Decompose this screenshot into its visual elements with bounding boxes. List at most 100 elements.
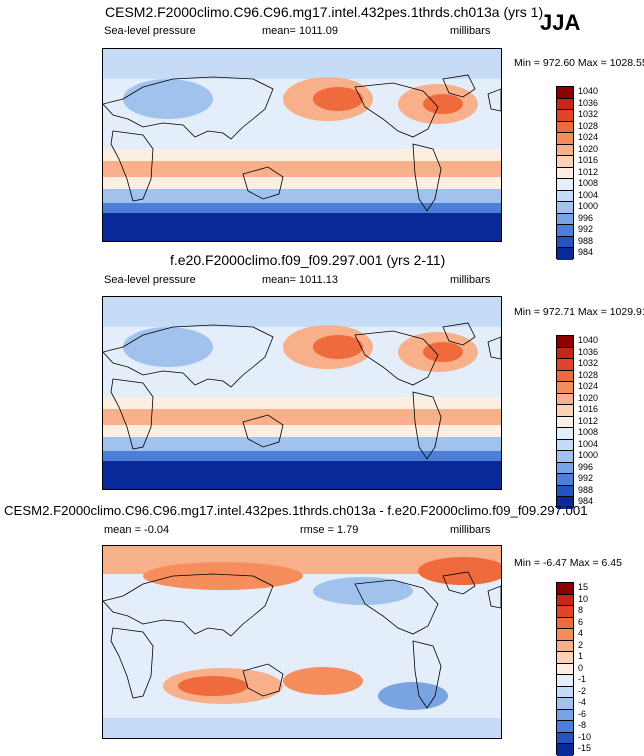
colorbar-cell — [557, 462, 573, 474]
colorbar-cell — [557, 451, 573, 463]
panel1-title: CESM2.F2000climo.C96.C96.mg17.intel.432p… — [105, 4, 544, 20]
panel3-units-label: millibars — [450, 524, 491, 536]
colorbar-tick-label: 996 — [578, 461, 594, 472]
colorbar-cell — [557, 382, 573, 394]
eurasia-positive — [143, 562, 303, 590]
southern-gradient-1 — [103, 437, 501, 451]
colorbar-tick-label: 1032 — [578, 358, 599, 368]
colorbar-cell — [557, 606, 573, 618]
colorbar-tick-label: 1032 — [578, 109, 599, 119]
coastline — [103, 324, 274, 388]
coastline — [487, 336, 501, 360]
colorbar-tick-label: 1024 — [578, 132, 599, 142]
colorbar-tick-label: 992 — [578, 224, 594, 234]
colorbar-cell — [557, 393, 573, 405]
colorbar-tick-label: 988 — [578, 484, 594, 495]
colorbar-cell — [557, 98, 573, 110]
subtropical-high-band — [103, 161, 501, 177]
colorbar-cell — [557, 110, 573, 122]
colorbar-tick-label: -6 — [578, 708, 587, 719]
colorbar-tick-label: 1020 — [578, 143, 599, 154]
colorbar-tick-label: 984 — [578, 247, 594, 257]
colorbar-cell — [557, 213, 573, 225]
north-atlantic-positive — [418, 557, 501, 585]
colorbar-tick-label: 1012 — [578, 166, 599, 177]
colorbar-tick-label: 1008 — [578, 427, 599, 437]
colorbar-tick-label: 996 — [578, 212, 594, 223]
panel2-mean-label: mean= 1011.13 — [262, 274, 338, 286]
panel1-mean-label: mean= 1011.09 — [262, 25, 338, 37]
colorbar-cell — [557, 87, 573, 99]
colorbar-tick-label: 1016 — [578, 404, 599, 414]
colorbar-cell — [557, 698, 573, 710]
colorbar-tick-label: 988 — [578, 235, 594, 246]
panel2-minmax: Min = 972.71 Max = 1029.91 — [514, 306, 644, 318]
colorbar-cell — [557, 370, 573, 382]
panel3-minmax: Min = -6.47 Max = 6.45 — [514, 557, 622, 569]
panel3-map-field — [103, 546, 501, 738]
colorbar-cell — [557, 225, 573, 237]
colorbar-tick-label: -2 — [578, 685, 587, 696]
panel2-units-label: millibars — [450, 274, 491, 286]
colorbar-tick-label: 1004 — [578, 189, 599, 200]
panel1-map-field — [103, 49, 501, 241]
coastline — [354, 579, 439, 635]
antarctic-band — [103, 718, 501, 738]
coastline — [110, 130, 154, 202]
colorbar-cell — [557, 617, 573, 629]
colorbar-cell — [557, 709, 573, 721]
panel3-rmse-label: rmse = 1.79 — [300, 524, 359, 536]
azores-high-core — [423, 342, 463, 362]
colorbar-tick-label: 1040 — [578, 86, 599, 96]
panel1-colorbar — [556, 86, 574, 260]
panel2-title: f.e20.F2000climo.f09_f09.297.001 (yrs 2-… — [170, 252, 446, 268]
south-atlantic-negative — [378, 682, 448, 710]
arctic-band — [103, 297, 501, 327]
colorbar-tick-label: 15 — [578, 582, 589, 592]
panel1-variable-label: Sea-level pressure — [104, 25, 196, 37]
colorbar-tick-label: 1016 — [578, 155, 599, 165]
colorbar-cell — [557, 133, 573, 145]
southern-ocean-low — [103, 461, 501, 489]
coastline — [110, 378, 154, 450]
panel2-variable-label: Sea-level pressure — [104, 274, 196, 286]
coastline — [487, 585, 501, 609]
coastline — [442, 74, 476, 98]
panel2-map — [102, 296, 502, 490]
colorbar-cell — [557, 144, 573, 156]
colorbar-tick-label: 1028 — [578, 369, 599, 380]
colorbar-cell — [557, 732, 573, 744]
colorbar-cell — [557, 156, 573, 168]
coastline — [103, 573, 274, 637]
colorbar-tick-label: 992 — [578, 473, 594, 483]
colorbar-cell — [557, 663, 573, 675]
coastline — [354, 330, 439, 386]
colorbar-tick-label: -8 — [578, 720, 587, 730]
colorbar-cell — [557, 428, 573, 440]
south-indian-positive-core — [178, 676, 248, 696]
panel3-title: CESM2.F2000climo.C96.C96.mg17.intel.432p… — [4, 503, 588, 518]
colorbar-cell — [557, 640, 573, 652]
north-pacific-high-core — [313, 335, 363, 359]
panel1-minmax: Min = 972.60 Max = 1028.55 — [514, 57, 644, 69]
colorbar-tick-label: 1040 — [578, 335, 599, 345]
southern-ocean-low — [103, 213, 501, 241]
coastline — [412, 143, 442, 212]
colorbar-tick-label: 8 — [578, 605, 584, 615]
asian-low — [123, 327, 213, 367]
coastline — [412, 391, 442, 460]
colorbar-tick-label: 1036 — [578, 346, 599, 357]
colorbar-cell — [557, 248, 573, 260]
colorbar-cell — [557, 405, 573, 417]
colorbar-tick-label: -4 — [578, 697, 587, 707]
coastline — [242, 166, 284, 200]
colorbar-cell — [557, 179, 573, 191]
southern-gradient-2 — [103, 203, 501, 213]
colorbar-tick-label: 1004 — [578, 438, 599, 449]
coastline — [412, 640, 442, 709]
colorbar-cell — [557, 167, 573, 179]
colorbar-cell — [557, 744, 573, 756]
colorbar-tick-label: 1000 — [578, 450, 599, 460]
coastline — [487, 88, 501, 112]
colorbar-cell — [557, 416, 573, 428]
